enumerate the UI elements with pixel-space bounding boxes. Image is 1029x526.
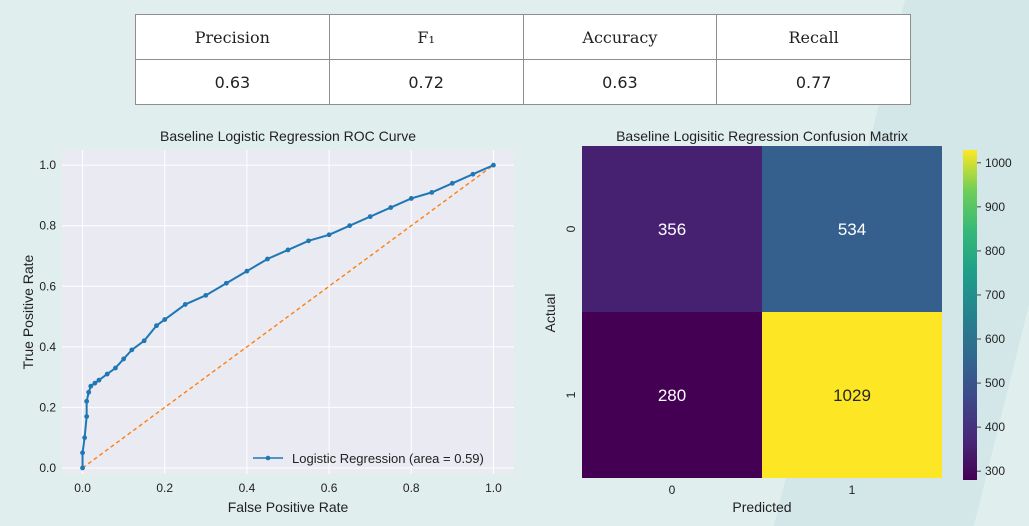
colorbar-tick-label: 1000 — [985, 156, 1012, 170]
roc-point — [82, 435, 87, 441]
roc-x-tick-label: 0.4 — [239, 481, 256, 495]
roc-point — [154, 323, 159, 329]
cm-cell — [582, 312, 762, 478]
roc-plot-area — [62, 150, 514, 474]
value-recall: 0.77 — [716, 59, 911, 105]
roc-point — [449, 180, 455, 186]
roc-point — [408, 196, 414, 201]
roc-point — [265, 256, 270, 262]
roc-y-axis-label: True Positive Rate — [20, 254, 36, 369]
roc-point — [285, 247, 291, 253]
value-precision: 0.63 — [135, 59, 330, 105]
roc-chance-line — [82, 164, 494, 469]
roc-x-tick-label: 0.6 — [321, 481, 338, 495]
cm-cell — [762, 146, 942, 312]
cm-x-tick-label: 0 — [669, 483, 676, 497]
roc-legend: Logistic Regression (area = 0.59) — [253, 451, 484, 466]
roc-point — [84, 414, 90, 419]
roc-y-tick-label: 0.6 — [39, 279, 56, 293]
roc-point — [113, 365, 118, 371]
roc-point — [182, 302, 188, 307]
colorbar-tick-label: 300 — [985, 464, 1005, 478]
roc-x-axis-label: False Positive Rate — [228, 499, 349, 515]
roc-point — [491, 162, 496, 168]
legend-marker — [265, 455, 271, 461]
metrics-header-row: Precision F₁ Accuracy Recall — [135, 14, 911, 60]
roc-point — [84, 398, 90, 404]
roc-y-tick-label: 0.8 — [39, 219, 56, 233]
value-f1: 0.72 — [328, 59, 524, 105]
cm-x-axis-label: Predicted — [732, 499, 791, 515]
roc-point — [306, 238, 311, 244]
colorbar-tick-label: 500 — [985, 376, 1005, 390]
header-accuracy: Accuracy — [522, 14, 718, 60]
roc-y-tick-label: 0.4 — [39, 340, 56, 354]
roc-point — [121, 356, 127, 362]
roc-point — [129, 347, 135, 353]
roc-y-tick-label: 0.2 — [39, 400, 56, 414]
cm-cell — [762, 312, 942, 478]
roc-y-tick-label: 0.0 — [39, 461, 56, 475]
roc-point — [88, 383, 94, 389]
header-f1: F₁ — [328, 14, 524, 60]
cm-y-axis-label: Actual — [542, 294, 558, 333]
colorbar-tick-label: 900 — [985, 200, 1005, 214]
roc-point — [223, 280, 229, 286]
roc-point — [86, 389, 92, 395]
roc-point — [92, 380, 98, 386]
metrics-table: Precision F₁ Accuracy Recall 0.63 0.72 0… — [135, 14, 911, 105]
roc-point — [347, 223, 353, 229]
roc-x-tick-label: 1.0 — [485, 481, 502, 495]
roc-x-tick-label: 0.0 — [74, 481, 91, 495]
roc-point — [326, 232, 332, 238]
roc-point — [203, 292, 209, 298]
colorbar-tick-label: 700 — [985, 288, 1005, 302]
metrics-value-row: 0.63 0.72 0.63 0.77 — [135, 59, 911, 105]
roc-point — [388, 205, 394, 210]
roc-point — [96, 377, 102, 383]
cm-title: Baseline Logisitic Regression Confusion … — [616, 128, 908, 144]
roc-point — [162, 317, 168, 322]
roc-point — [429, 189, 435, 195]
roc-point — [244, 268, 250, 274]
cm-cell-value: 1029 — [833, 386, 871, 405]
value-accuracy: 0.63 — [522, 59, 718, 105]
colorbar-tick-label: 800 — [985, 244, 1005, 258]
roc-y-tick-label: 1.0 — [39, 158, 56, 172]
roc-point — [367, 214, 373, 220]
roc-point — [104, 371, 110, 377]
cm-cell-value: 356 — [658, 220, 686, 239]
roc-x-tick-label: 0.8 — [403, 481, 420, 495]
cm-x-tick-label: 1 — [849, 483, 856, 497]
roc-point — [80, 450, 85, 456]
roc-point — [80, 465, 85, 471]
roc-title: Baseline Logistic Regression ROC Curve — [160, 128, 416, 144]
cm-cell-value: 534 — [838, 220, 866, 239]
colorbar — [963, 150, 977, 480]
header-precision: Precision — [135, 14, 330, 60]
roc-point — [141, 338, 147, 344]
cm-cell — [582, 146, 762, 312]
roc-x-tick-label: 0.2 — [156, 481, 173, 495]
cm-y-tick-label: 1 — [564, 391, 578, 398]
colorbar-tick-label: 600 — [985, 332, 1005, 346]
legend-label: Logistic Regression (area = 0.59) — [292, 451, 484, 466]
cm-y-tick-label: 0 — [564, 225, 578, 232]
colorbar-tick-label: 400 — [985, 420, 1005, 434]
roc-point — [470, 171, 476, 177]
cm-cell-value: 280 — [658, 386, 686, 405]
